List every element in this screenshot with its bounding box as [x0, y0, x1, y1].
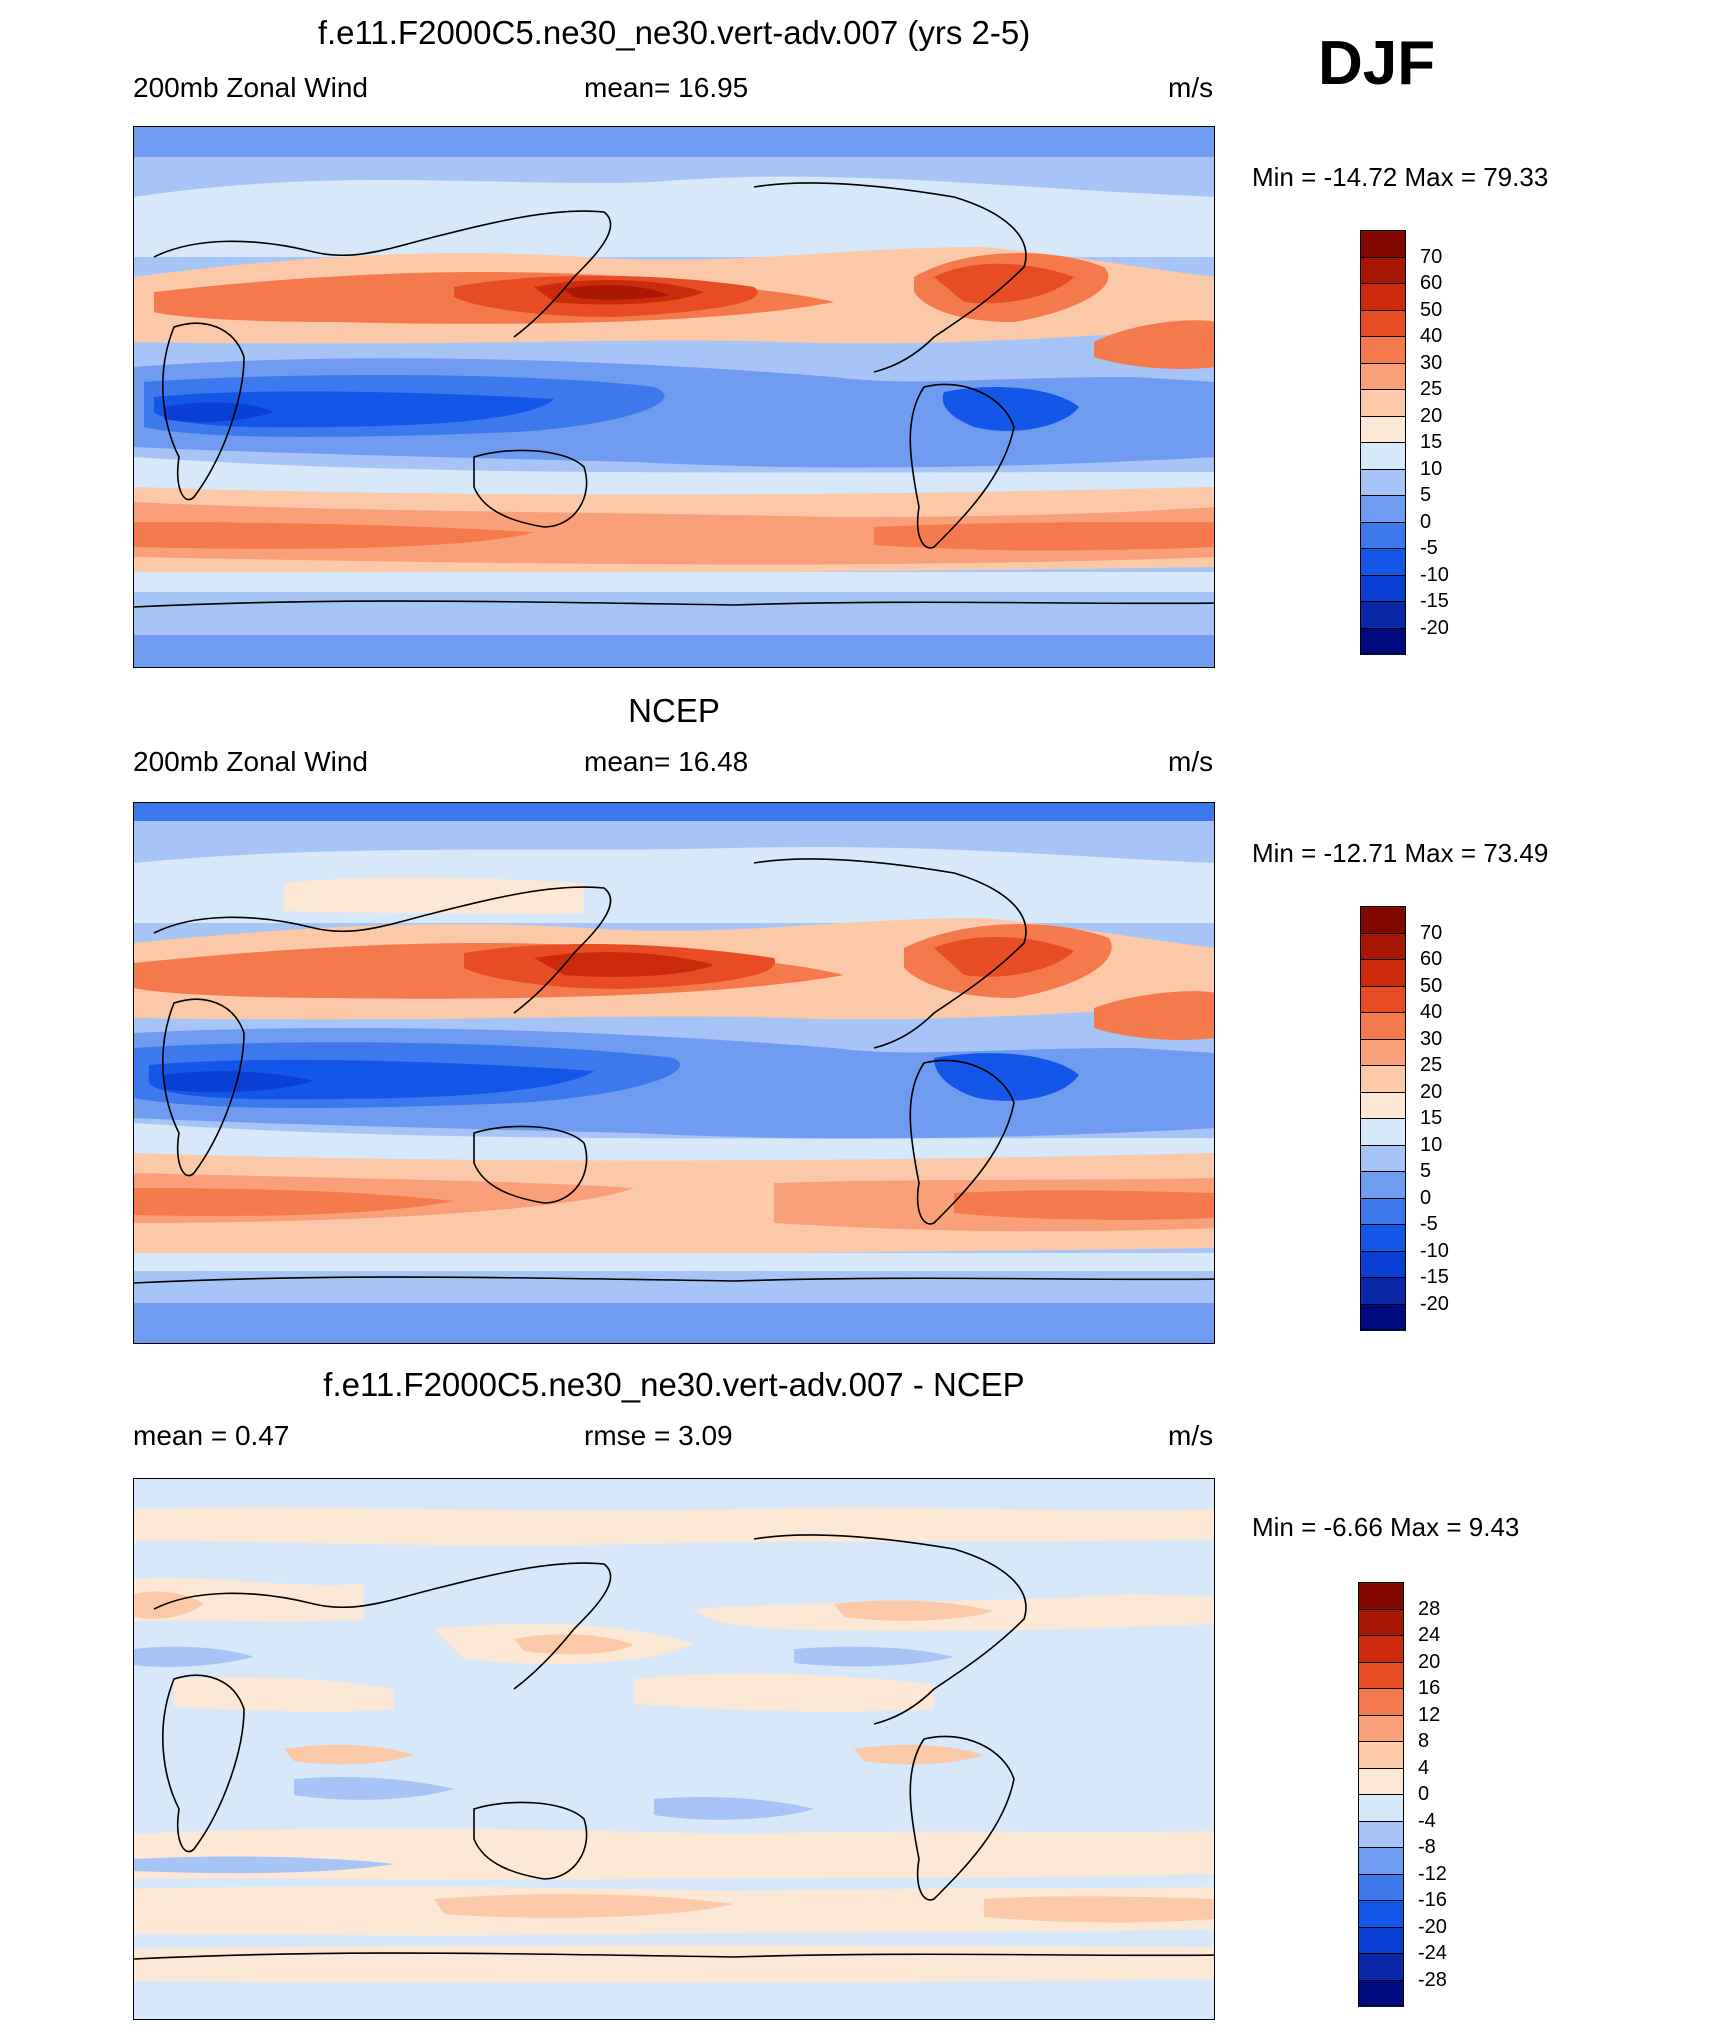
- colorbar-tick-label: 15: [1420, 1107, 1443, 1129]
- colorbar-tick-label: 40: [1420, 1001, 1443, 1023]
- colorbar-tick-label: -4: [1418, 1809, 1436, 1832]
- colorbar-tick-label: 0: [1418, 1783, 1430, 1805]
- colorbar-swatch: [1358, 1794, 1404, 1821]
- panel-1-minmax: Min = -14.72 Max = 79.33: [1252, 162, 1549, 192]
- panel-1-map: [133, 126, 1215, 668]
- colorbar-tick-label: -15: [1420, 590, 1449, 612]
- colorbar-swatch: [1358, 1582, 1404, 1609]
- colorbar-tick-label: 25: [1420, 378, 1443, 400]
- panel-3-mean-label: mean = 0.47: [133, 1420, 290, 1451]
- colorbar-tick-label: 5: [1420, 484, 1432, 506]
- colorbar-tick-label: 0: [1420, 1186, 1432, 1209]
- colorbar-tick-label: -12: [1418, 1862, 1447, 1885]
- colorbar-swatch: [1358, 1741, 1404, 1768]
- panel-2-title: NCEP: [628, 692, 720, 729]
- colorbar-tick-label: -20: [1420, 1292, 1449, 1315]
- colorbar-tick-label: 40: [1420, 325, 1443, 347]
- colorbar-tick-label: 16: [1418, 1677, 1441, 1699]
- colorbar-tick-label: 5: [1420, 1160, 1432, 1182]
- colorbar-swatch: [1360, 1065, 1406, 1092]
- colorbar-tick-label: 30: [1420, 351, 1443, 374]
- panel-1-mean-label: mean= 16.95: [584, 72, 749, 103]
- colorbar-tick-label: 0: [1420, 510, 1432, 533]
- panel-2-mean-label: mean= 16.48: [584, 746, 749, 777]
- colorbar-tick-label: -15: [1420, 1266, 1449, 1288]
- panel-1-units-label: m/s: [1168, 72, 1214, 103]
- colorbar-swatch: [1358, 1900, 1404, 1927]
- colorbar-tick-label: -24: [1418, 1942, 1447, 1964]
- panel-3-units-label: m/s: [1168, 1420, 1214, 1451]
- colorbar-swatch: [1358, 1688, 1404, 1715]
- colorbar-swatch: [1360, 442, 1406, 469]
- colorbar-frame: [1358, 1582, 1404, 2006]
- colorbar-tick-label: 15: [1420, 431, 1443, 453]
- panel-3-map: [133, 1478, 1215, 2020]
- colorbar-swatch: [1358, 1714, 1404, 1742]
- colorbar-swatch: [1360, 336, 1406, 363]
- colorbar-tick-label: -28: [1418, 1968, 1447, 1991]
- colorbar-swatch: [1360, 230, 1406, 257]
- colorbar-swatch: [1360, 627, 1406, 655]
- panel-2-minmax: Min = -12.71 Max = 73.49: [1252, 838, 1549, 868]
- colorbar-tick-label: 70: [1420, 921, 1443, 944]
- colorbar-tick-label: 28: [1418, 1597, 1441, 1620]
- panel-3-minmax: Min = -6.66 Max = 9.43: [1252, 1512, 1520, 1542]
- colorbar-tick-label: 4: [1418, 1756, 1430, 1779]
- colorbar-tick-label: 10: [1420, 1133, 1443, 1156]
- colorbar-tick-label: -5: [1420, 537, 1438, 559]
- colorbar-frame: [1360, 906, 1406, 1330]
- colorbar-frame: [1360, 230, 1406, 654]
- colorbar-tick-label: 12: [1418, 1703, 1441, 1726]
- colorbar-tick-label: 70: [1420, 245, 1443, 268]
- panel-1-variable-label: 200mb Zonal Wind: [133, 72, 369, 103]
- colorbar-tick-label: 20: [1420, 1080, 1443, 1103]
- colorbar-tick-label: 50: [1420, 298, 1443, 321]
- colorbar-tick-label: -10: [1420, 563, 1449, 586]
- colorbar-tick-label: 50: [1420, 974, 1443, 997]
- colorbar-swatch: [1360, 548, 1406, 575]
- colorbar-swatch: [1360, 415, 1406, 443]
- colorbar-tick-label: 60: [1420, 948, 1443, 970]
- panel-2-map: [133, 802, 1215, 1344]
- colorbar-tick-label: -8: [1418, 1836, 1436, 1858]
- colorbar-swatch: [1360, 601, 1406, 628]
- colorbar-swatch: [1358, 1873, 1404, 1901]
- panel-2-variable-label: 200mb Zonal Wind: [133, 746, 369, 777]
- colorbar-tick-label: -20: [1420, 616, 1449, 639]
- colorbar-swatch: [1360, 495, 1406, 522]
- colorbar-tick-label: 8: [1418, 1730, 1430, 1752]
- colorbar-tick-label: 20: [1418, 1650, 1441, 1673]
- colorbar-swatch: [1360, 283, 1406, 310]
- panel-2-units-label: m/s: [1168, 746, 1214, 777]
- colorbar-swatch: [1358, 1926, 1404, 1954]
- colorbar-tick-label: 25: [1420, 1054, 1443, 1076]
- colorbar-tick-label: 20: [1420, 404, 1443, 427]
- colorbar-tick-label: -5: [1420, 1213, 1438, 1235]
- panel-3-rmse-label: rmse = 3.09: [584, 1420, 733, 1451]
- colorbar-swatch: [1360, 906, 1406, 933]
- colorbar-tick-label: 30: [1420, 1027, 1443, 1050]
- colorbar-tick-label: -10: [1420, 1239, 1449, 1262]
- colorbar-swatch: [1358, 1953, 1404, 1980]
- panel-1-title: f.e11.F2000C5.ne30_ne30.vert-adv.007 (yr…: [317, 14, 1031, 51]
- colorbar-tick-label: 60: [1420, 272, 1443, 294]
- colorbar-swatch: [1360, 1038, 1406, 1066]
- colorbar-tick-label: 24: [1418, 1624, 1441, 1646]
- colorbar-swatch: [1360, 1171, 1406, 1198]
- colorbar-tick-label: -16: [1418, 1889, 1447, 1911]
- colorbar-tick-label: -20: [1418, 1915, 1447, 1938]
- colorbar-tick-label: 10: [1420, 457, 1443, 480]
- panel-3-title: f.e11.F2000C5.ne30_ne30.vert-adv.007 - N…: [323, 1366, 1025, 1403]
- colorbar-swatch: [1360, 1091, 1406, 1119]
- season-label: DJF: [1318, 29, 1436, 98]
